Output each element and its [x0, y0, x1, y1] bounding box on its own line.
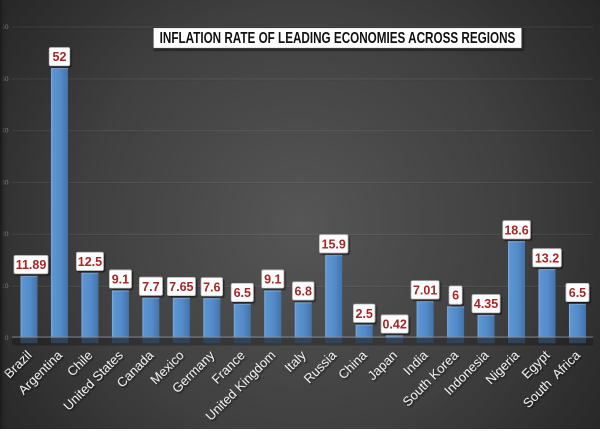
svg-text:7.7: 7.7 [142, 280, 159, 294]
svg-text:7.65: 7.65 [169, 280, 193, 294]
svg-text:9.1: 9.1 [264, 273, 281, 287]
svg-text:Nigeria: Nigeria [482, 347, 522, 387]
svg-text:11.89: 11.89 [16, 258, 47, 272]
svg-text:China: China [335, 347, 370, 382]
svg-text:0.42: 0.42 [382, 318, 406, 332]
svg-text:52: 52 [53, 50, 67, 64]
svg-text:6.5: 6.5 [234, 286, 251, 300]
svg-text:18.6: 18.6 [504, 223, 528, 237]
svg-text:13.2: 13.2 [535, 251, 559, 265]
svg-text:7.01: 7.01 [413, 283, 437, 297]
svg-text:4.35: 4.35 [474, 297, 498, 311]
svg-text:2.5: 2.5 [355, 307, 372, 321]
svg-text:6.8: 6.8 [295, 285, 312, 299]
svg-text:15.9: 15.9 [322, 237, 346, 251]
svg-text:INFLATION RATE OF LEADING ECON: INFLATION RATE OF LEADING ECONOMIES ACRO… [160, 29, 516, 46]
svg-text:Japan: Japan [365, 348, 401, 384]
svg-text:9.1: 9.1 [112, 273, 129, 287]
svg-text:7.6: 7.6 [203, 280, 220, 294]
svg-text:12.5: 12.5 [78, 255, 102, 269]
svg-text:6: 6 [452, 289, 459, 303]
svg-text:Russia: Russia [301, 347, 340, 386]
svg-text:6.5: 6.5 [569, 286, 586, 300]
